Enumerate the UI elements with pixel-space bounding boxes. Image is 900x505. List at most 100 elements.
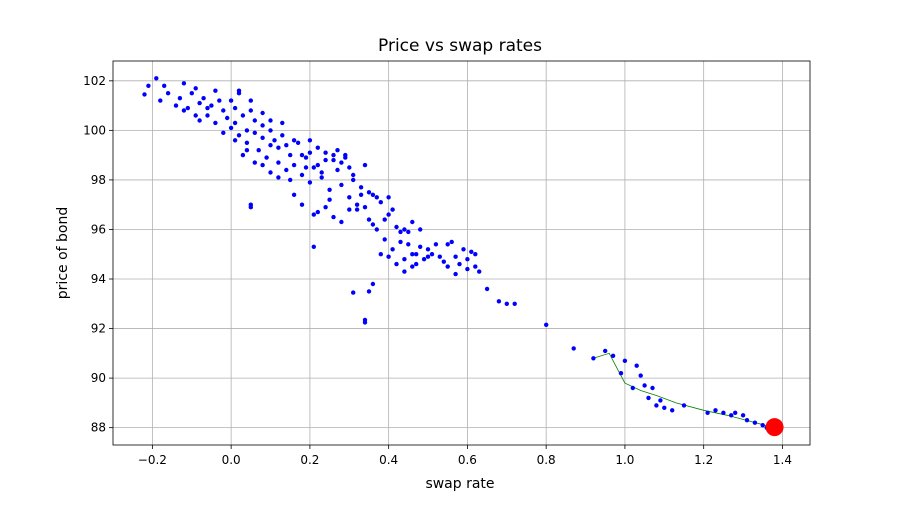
data-point (591, 356, 596, 361)
data-point (733, 410, 738, 415)
data-point (362, 320, 368, 325)
data-point (339, 219, 344, 225)
plot-frame (112, 60, 811, 446)
ticks: −0.2 0.0 0.2 0.4 0.6 0.8 1.0 1.2 1.4 88 90 92 94 96 98… (83, 74, 792, 467)
data-point (256, 148, 261, 153)
data-point (173, 103, 179, 108)
data-point (209, 103, 214, 108)
data-point (386, 254, 391, 259)
data-point (232, 120, 238, 126)
data-point (469, 249, 474, 254)
data-point (374, 227, 379, 232)
data-point (197, 118, 202, 123)
y-tick-label: 100 (83, 123, 106, 137)
data-point (457, 261, 462, 267)
data-point (232, 105, 238, 111)
data-point (213, 120, 218, 126)
data-point (205, 113, 210, 118)
data-point (311, 165, 316, 170)
data-point (437, 254, 442, 259)
data-point (670, 408, 675, 413)
data-point (291, 138, 297, 143)
data-point (252, 160, 257, 165)
data-point (358, 192, 364, 197)
data-point (705, 410, 710, 415)
data-point (244, 140, 250, 145)
data-point (252, 130, 257, 135)
data-points (142, 76, 769, 430)
data-point (366, 190, 372, 195)
data-point (382, 237, 387, 242)
data-point (193, 86, 198, 91)
x-axis-label: swap rate (425, 476, 494, 492)
data-point (465, 266, 470, 272)
series-line (593, 352, 775, 429)
data-point (244, 148, 250, 153)
data-point (752, 420, 758, 425)
data-point (445, 264, 450, 269)
data-point (319, 170, 324, 175)
data-point (142, 92, 147, 97)
data-point (335, 148, 340, 153)
highlight-marker (765, 418, 784, 437)
data-point (284, 167, 289, 173)
data-point (236, 133, 242, 138)
data-point (378, 252, 383, 257)
data-point (323, 150, 328, 155)
highlight-point (765, 418, 784, 437)
data-point (303, 165, 309, 170)
x-tick-label: 0.0 (222, 453, 241, 467)
data-point (291, 192, 297, 197)
y-tick-label: 96 (91, 222, 106, 236)
data-point (760, 423, 765, 428)
data-point (268, 170, 273, 175)
x-tick-label: 1.4 (773, 453, 792, 467)
data-point (473, 264, 478, 269)
data-point (642, 383, 647, 388)
data-point (410, 252, 415, 257)
data-point (496, 299, 502, 304)
data-point (354, 202, 360, 207)
data-point (213, 88, 218, 93)
data-point (429, 252, 435, 257)
data-point (162, 83, 167, 89)
data-point (303, 155, 309, 160)
data-point (662, 405, 667, 410)
data-point (315, 162, 320, 168)
data-point (374, 195, 379, 200)
data-point (618, 371, 624, 376)
data-point (362, 205, 368, 210)
data-point (276, 145, 281, 150)
data-point (295, 140, 301, 145)
data-point (362, 162, 368, 168)
data-point (291, 162, 297, 168)
grid (113, 61, 810, 445)
data-point (394, 261, 399, 267)
data-point (252, 118, 257, 123)
data-point (244, 128, 250, 133)
data-point (193, 113, 198, 118)
data-point (181, 108, 187, 113)
data-point (425, 247, 431, 252)
data-point (658, 398, 663, 403)
data-point (406, 229, 411, 235)
y-tick-label: 90 (91, 371, 106, 385)
data-point (327, 197, 332, 202)
x-tick-label: 0.4 (379, 453, 398, 467)
data-point (339, 182, 344, 188)
data-point (351, 290, 356, 295)
data-point (315, 145, 320, 150)
data-point (280, 133, 285, 138)
y-tick-label: 92 (91, 322, 106, 336)
data-point (484, 286, 490, 292)
data-point (414, 252, 419, 257)
data-point (366, 289, 372, 294)
data-point (280, 120, 285, 126)
data-point (630, 385, 635, 391)
data-point (504, 301, 509, 306)
y-tick-label: 88 (91, 421, 106, 435)
data-point (319, 175, 324, 180)
data-point (453, 254, 458, 259)
data-point (221, 130, 226, 135)
data-point (288, 177, 293, 183)
